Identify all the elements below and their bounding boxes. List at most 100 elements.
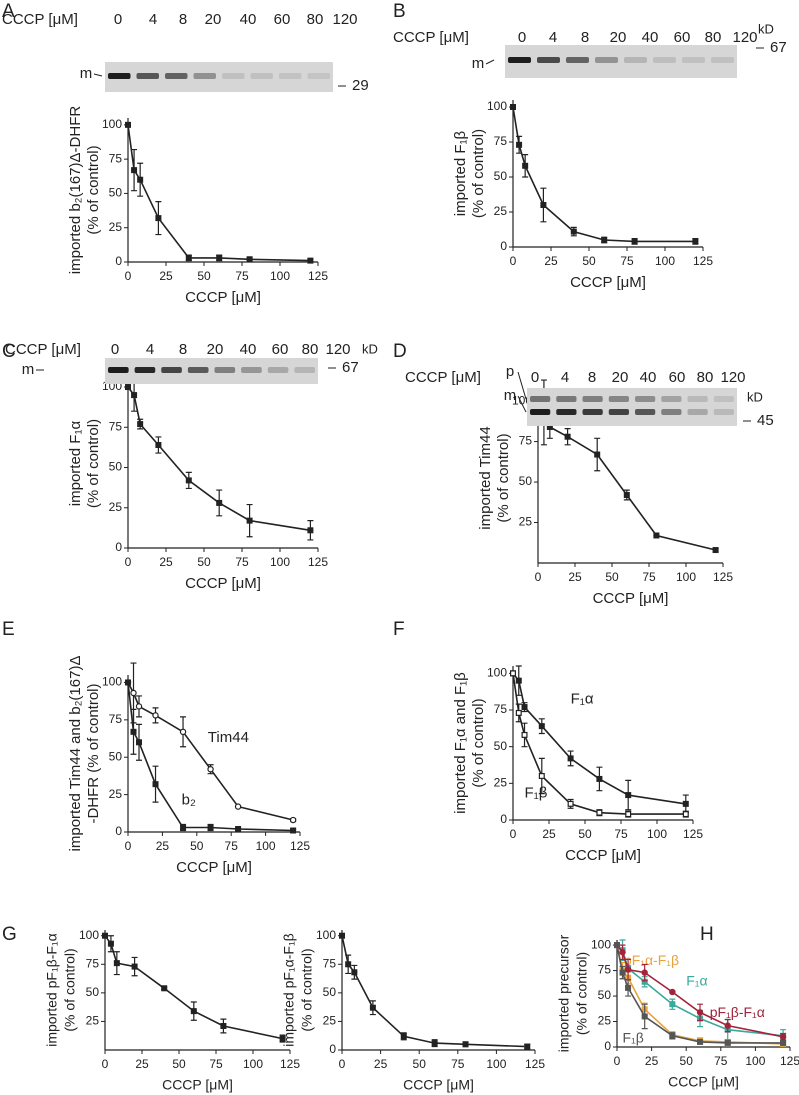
y-axis-label: imported F₁α and F₁β: [452, 672, 469, 814]
series-label: F₁α: [686, 972, 707, 988]
x-tick-label: 125: [280, 1057, 300, 1071]
gel-band: [661, 409, 682, 415]
x-tick-label: 25: [544, 254, 558, 268]
lane-label: 4: [561, 369, 569, 386]
data-point: [522, 162, 529, 169]
y-tick-label: 25: [494, 204, 508, 218]
data-point: [538, 772, 545, 779]
y-tick-label: 0: [115, 824, 122, 838]
panel-letter: F: [393, 619, 405, 640]
lane-label: 20: [612, 369, 629, 386]
y-tick-label: 100: [102, 675, 122, 689]
series-line: [127, 682, 294, 832]
y-tick-label: 75: [323, 956, 337, 970]
x-tick-label: 75: [225, 839, 239, 853]
gel-band: [222, 73, 245, 79]
data-point: [712, 547, 719, 554]
data-point: [155, 441, 162, 448]
lane-label: 4: [149, 11, 157, 28]
y-tick-label: 50: [109, 186, 123, 200]
chart-panel: F 0 25 50 75 100 0 25 50 75 100 125 CCCP [μM] importe…: [393, 619, 703, 864]
series-label: pF₁β-F₁α: [710, 1004, 765, 1020]
y-tick-label: 25: [109, 220, 123, 234]
y-tick-label: 100: [487, 99, 507, 113]
band-label: m: [472, 55, 485, 72]
y-tick-label: 0: [115, 540, 122, 554]
x-tick-label: 75: [642, 570, 656, 584]
gel-header: CCCP [μM]: [2, 11, 78, 28]
y-tick-label: 50: [109, 460, 123, 474]
series-label: pF₁α-F₁β: [624, 952, 679, 968]
x-tick-label: 0: [102, 1057, 109, 1071]
gel-band: [582, 396, 603, 402]
y-tick-label: 75: [519, 434, 533, 448]
gel-band: [653, 57, 676, 63]
y-tick-label: 75: [598, 963, 612, 977]
y-tick-label: 75: [494, 702, 508, 716]
data-point: [246, 517, 253, 524]
gel-band: [635, 396, 656, 402]
data-point: [155, 215, 162, 222]
x-axis-label: CCCP [μM]: [176, 859, 252, 876]
y-axis-label: (% of control): [299, 948, 315, 1031]
x-tick-label: 50: [582, 254, 596, 268]
y-tick-label: 0: [500, 239, 507, 253]
gel-band: [624, 57, 647, 63]
band-label: m: [80, 65, 93, 82]
gel-band: [165, 73, 188, 79]
panel-letter: H: [700, 924, 714, 945]
data-point: [631, 238, 638, 245]
gel-band: [294, 367, 315, 373]
y-axis-label: imported b₂(167)Δ-DHFR: [67, 106, 84, 275]
data-point: [152, 712, 159, 719]
x-tick-label: 75: [235, 555, 249, 569]
x-tick-label: 25: [159, 269, 173, 283]
data-point: [524, 1043, 531, 1050]
data-point: [107, 940, 114, 947]
gel-header: CCCP [μM]: [5, 341, 81, 358]
data-point: [697, 1038, 704, 1045]
data-point: [137, 176, 144, 183]
data-point: [400, 1033, 407, 1040]
lane-label: 8: [588, 369, 596, 386]
gel-band: [530, 409, 551, 415]
lane-label: 4: [146, 341, 154, 358]
x-tick-label: 25: [374, 1057, 388, 1071]
gel-band: [582, 409, 603, 415]
data-point: [279, 1035, 286, 1042]
lane-label: 120: [720, 369, 745, 386]
data-point: [510, 103, 517, 110]
kd-marker: 67: [770, 39, 787, 56]
x-tick-label: 100: [647, 827, 667, 841]
gel-band: [108, 73, 131, 79]
lane-label: 40: [642, 29, 659, 46]
data-point: [136, 739, 143, 746]
data-point: [130, 728, 137, 735]
data-point: [131, 963, 138, 970]
data-point: [538, 723, 545, 730]
lane-label: 20: [205, 11, 222, 28]
kd-marker: 45: [757, 412, 774, 429]
gel-band: [595, 57, 618, 63]
data-point: [131, 167, 138, 174]
y-axis-label: imported F₁β: [452, 130, 469, 216]
data-point: [290, 827, 297, 834]
x-tick-label: 100: [270, 269, 290, 283]
y-tick-label: 25: [598, 1014, 612, 1028]
data-point: [779, 1033, 787, 1041]
lane-label: 60: [272, 341, 289, 358]
lane-label: 0: [531, 369, 539, 386]
data-point: [696, 1009, 704, 1016]
data-point: [289, 816, 297, 824]
x-tick-label: 50: [172, 1057, 186, 1071]
x-tick-label: 0: [510, 827, 517, 841]
data-point: [179, 728, 187, 736]
x-tick-label: 75: [614, 827, 628, 841]
x-tick-label: 25: [645, 1054, 659, 1068]
y-tick-label: 25: [109, 787, 123, 801]
chart-panel: A 0 25 50 75 100 0 25 50 75 100 125 CCCP [μM] importe…: [2, 1, 369, 306]
x-tick-label: 50: [190, 839, 204, 853]
data-point: [462, 1041, 469, 1048]
x-tick-label: 125: [290, 839, 310, 853]
gel-band: [108, 367, 129, 373]
